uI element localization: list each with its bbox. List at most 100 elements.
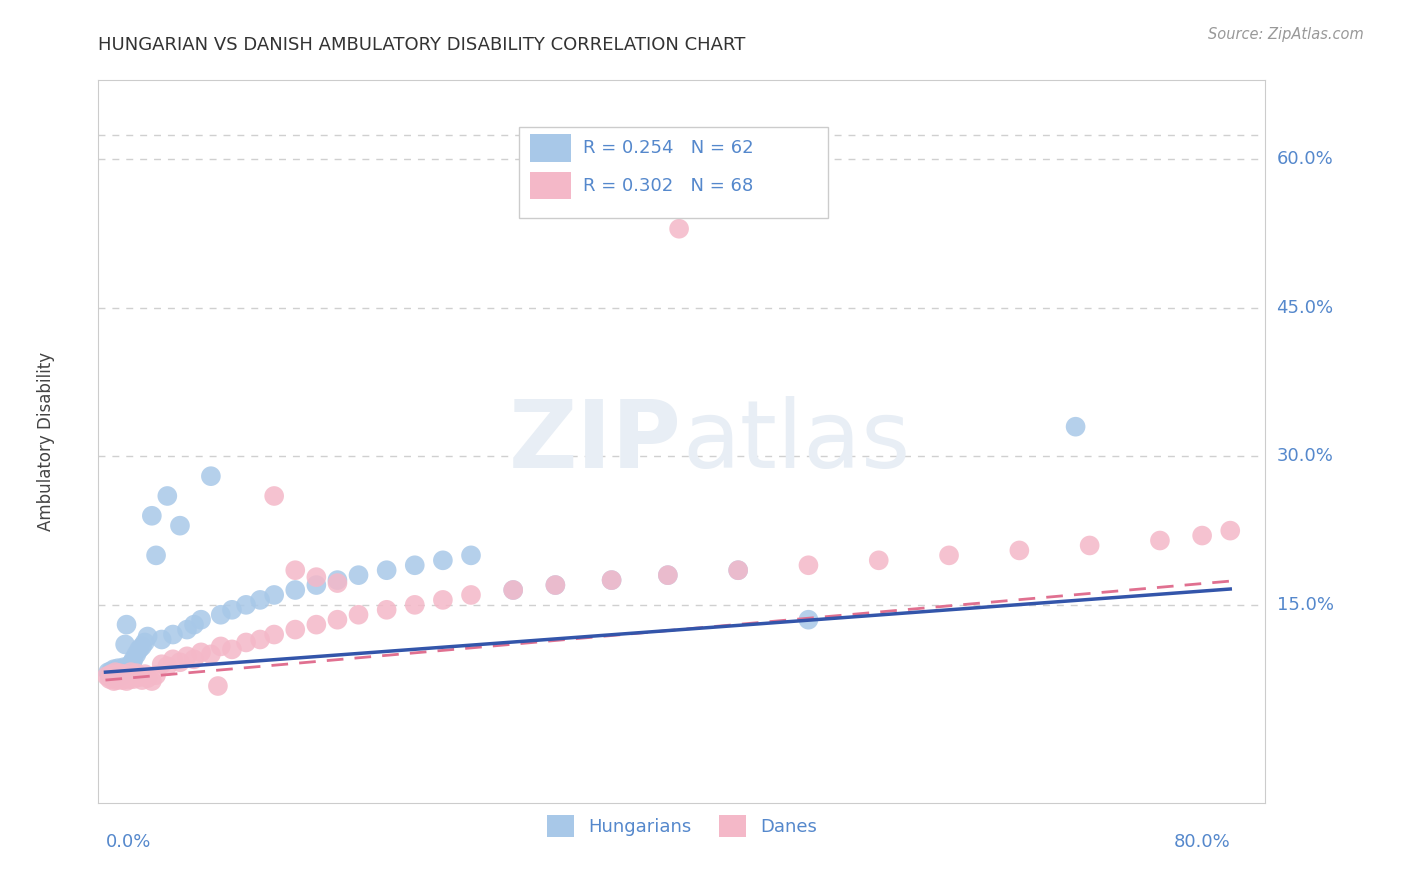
Point xyxy=(460,549,482,563)
Point xyxy=(112,660,135,674)
Point xyxy=(797,558,820,573)
Point xyxy=(544,578,567,592)
Point xyxy=(112,667,135,681)
Point xyxy=(284,563,307,577)
Point xyxy=(114,671,136,685)
Point xyxy=(128,670,150,684)
Point xyxy=(131,673,153,687)
Point xyxy=(209,640,232,654)
Point xyxy=(141,674,163,689)
Point xyxy=(600,573,623,587)
Point xyxy=(156,489,179,503)
Point xyxy=(111,668,134,682)
Text: Ambulatory Disability: Ambulatory Disability xyxy=(37,352,55,531)
Point xyxy=(97,665,120,680)
Point xyxy=(326,613,349,627)
Text: R = 0.302   N = 68: R = 0.302 N = 68 xyxy=(582,178,754,195)
Point xyxy=(112,664,135,678)
Point xyxy=(107,661,129,675)
Point xyxy=(103,669,125,683)
Point xyxy=(209,607,232,622)
Point xyxy=(108,664,131,678)
Point xyxy=(122,672,145,686)
Point xyxy=(120,665,142,680)
Point xyxy=(150,632,173,647)
Point xyxy=(101,670,124,684)
Point xyxy=(249,632,271,647)
Point xyxy=(183,617,205,632)
Text: R = 0.254   N = 62: R = 0.254 N = 62 xyxy=(582,139,754,157)
Point xyxy=(107,668,129,682)
Point xyxy=(404,598,426,612)
Text: ZIP: ZIP xyxy=(509,395,682,488)
Point xyxy=(131,640,153,654)
Point xyxy=(114,637,136,651)
Point xyxy=(375,563,398,577)
Point xyxy=(117,668,139,682)
Point xyxy=(108,672,131,686)
Point xyxy=(136,671,159,685)
Point xyxy=(111,665,134,680)
Point xyxy=(145,549,167,563)
Point xyxy=(105,671,128,685)
Point xyxy=(797,613,820,627)
Point xyxy=(432,553,454,567)
Point xyxy=(657,568,679,582)
Point xyxy=(284,623,307,637)
Point xyxy=(169,655,191,669)
Point xyxy=(305,617,328,632)
Point xyxy=(938,549,960,563)
Point xyxy=(235,635,257,649)
Point xyxy=(1191,528,1213,542)
Point xyxy=(98,668,121,682)
Point xyxy=(108,668,131,682)
Point xyxy=(183,652,205,666)
Point xyxy=(104,671,127,685)
Text: 45.0%: 45.0% xyxy=(1277,299,1334,317)
Point xyxy=(105,663,128,677)
Point xyxy=(134,635,156,649)
Point xyxy=(600,573,623,587)
Point xyxy=(263,627,285,641)
Point xyxy=(118,672,141,686)
Point xyxy=(150,657,173,672)
Point xyxy=(125,666,148,681)
Point xyxy=(176,623,198,637)
Point xyxy=(98,672,121,686)
Point xyxy=(305,570,328,584)
Point xyxy=(121,655,143,669)
Text: atlas: atlas xyxy=(682,395,910,488)
Point xyxy=(207,679,229,693)
Point xyxy=(111,673,134,687)
Bar xyxy=(530,135,571,162)
Point xyxy=(134,667,156,681)
Point xyxy=(404,558,426,573)
Point xyxy=(190,613,212,627)
Text: HUNGARIAN VS DANISH AMBULATORY DISABILITY CORRELATION CHART: HUNGARIAN VS DANISH AMBULATORY DISABILIT… xyxy=(98,36,745,54)
Point xyxy=(1219,524,1241,538)
Point xyxy=(103,674,125,689)
Point xyxy=(117,662,139,676)
Point xyxy=(100,664,122,678)
Point xyxy=(200,648,222,662)
Point xyxy=(128,642,150,657)
Point xyxy=(432,593,454,607)
Point xyxy=(502,582,524,597)
Point xyxy=(121,669,143,683)
Point xyxy=(141,508,163,523)
Point xyxy=(108,666,131,681)
Point xyxy=(162,627,184,641)
Point xyxy=(105,673,128,687)
Point xyxy=(96,669,118,683)
Text: 15.0%: 15.0% xyxy=(1277,596,1333,614)
Point xyxy=(104,670,127,684)
Point xyxy=(326,576,349,591)
Point xyxy=(263,489,285,503)
Point xyxy=(169,518,191,533)
Point xyxy=(118,659,141,673)
Point xyxy=(115,617,138,632)
Point xyxy=(122,652,145,666)
Bar xyxy=(530,172,571,200)
Point xyxy=(200,469,222,483)
Point xyxy=(263,588,285,602)
